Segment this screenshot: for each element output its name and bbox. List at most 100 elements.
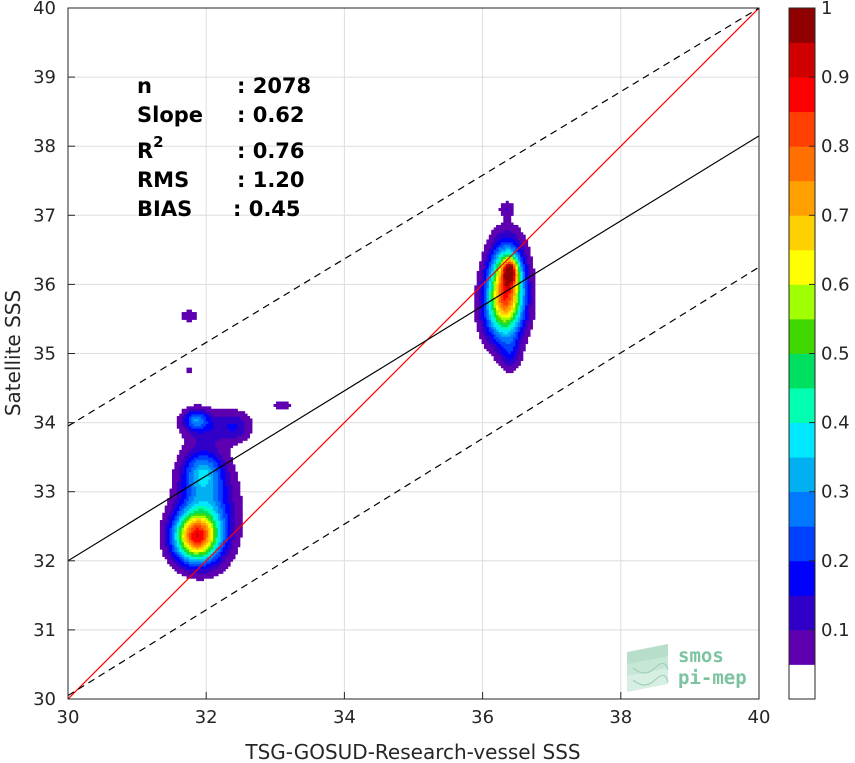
density-cell (196, 565, 200, 570)
density-cell (201, 546, 205, 550)
density-cell (522, 341, 526, 345)
density-cell (213, 459, 217, 463)
density-cell (529, 270, 533, 274)
density-cell (186, 520, 190, 524)
density-cell (237, 430, 241, 434)
density-cell (493, 343, 497, 347)
density-cell (203, 570, 207, 574)
density-cell (510, 336, 514, 340)
density-cell (522, 258, 526, 262)
density-cell (503, 222, 507, 226)
density-cell (188, 319, 192, 323)
density-cell (513, 302, 517, 306)
density-cell (169, 505, 173, 509)
density-cell (508, 362, 512, 366)
density-cell (222, 515, 226, 519)
density-cell (508, 263, 512, 267)
density-cell (505, 266, 509, 270)
density-cell (208, 442, 212, 446)
density-cell (532, 268, 536, 272)
density-cell (234, 495, 238, 499)
density-cell (222, 418, 226, 422)
density-cell (239, 430, 243, 434)
density-cell (205, 435, 209, 439)
density-cell (493, 227, 497, 231)
density-cell (234, 435, 238, 439)
density-cell (174, 524, 178, 528)
density-cell (488, 244, 492, 248)
density-cell (483, 338, 488, 342)
density-cell (225, 558, 229, 562)
density-cell (188, 459, 192, 463)
density-cell (181, 483, 185, 487)
density-cell (237, 503, 241, 507)
density-cell (227, 483, 231, 487)
density-cell (500, 205, 504, 209)
density-cell (198, 428, 202, 432)
density-cell (513, 331, 517, 335)
density-cell (517, 309, 521, 313)
density-cell (503, 345, 507, 349)
density-cell (225, 440, 229, 444)
density-cell (525, 256, 529, 260)
density-cell (227, 413, 231, 417)
density-cell (225, 493, 229, 497)
density-cell (517, 253, 521, 258)
density-cell (522, 319, 526, 323)
density-cell (203, 527, 207, 531)
density-cell (205, 459, 209, 463)
density-cell (205, 553, 209, 557)
density-cell (513, 362, 517, 366)
density-cell (513, 343, 517, 347)
density-cell (227, 474, 231, 478)
density-cell (208, 575, 212, 579)
density-cell (505, 355, 509, 359)
density-cell (193, 573, 197, 577)
density-cell (503, 234, 507, 238)
density-cell (188, 418, 192, 422)
density-cell (513, 227, 517, 231)
density-cell (193, 522, 197, 526)
density-cell (522, 312, 526, 316)
density-cell (486, 273, 490, 277)
density-cell (520, 304, 524, 308)
density-cell (184, 478, 188, 482)
density-cell (201, 539, 205, 543)
density-cell (498, 290, 502, 294)
density-cell (237, 539, 241, 543)
density-cell (227, 471, 231, 475)
density-cell (517, 328, 521, 332)
density-cell (215, 466, 219, 470)
density-cell (522, 302, 526, 306)
density-cell (515, 362, 519, 366)
density-cell (201, 440, 205, 444)
density-cell (188, 447, 192, 451)
density-cell (208, 522, 212, 526)
density-cell (225, 527, 229, 531)
density-cell (208, 481, 212, 485)
density-cell (191, 442, 195, 446)
density-cell (522, 283, 526, 287)
density-cell (196, 520, 200, 524)
density-cell (486, 348, 490, 352)
density-cell (184, 510, 188, 514)
density-cell (515, 341, 519, 345)
density-cell (500, 212, 504, 216)
density-cell (188, 527, 192, 531)
density-cell (513, 237, 517, 241)
density-cell (527, 251, 531, 255)
density-cell (191, 474, 195, 478)
density-cell (491, 283, 495, 287)
colorbar-segment (789, 42, 815, 78)
density-cell (210, 474, 214, 478)
density-cell (176, 476, 180, 480)
density-cell (179, 551, 183, 555)
density-cell (184, 536, 188, 540)
density-cell (196, 466, 200, 470)
density-cell (522, 261, 526, 265)
density-cell (169, 544, 173, 548)
density-cell (498, 278, 502, 282)
density-cell (203, 493, 207, 497)
density-cell (486, 251, 490, 255)
density-cell (191, 546, 195, 550)
